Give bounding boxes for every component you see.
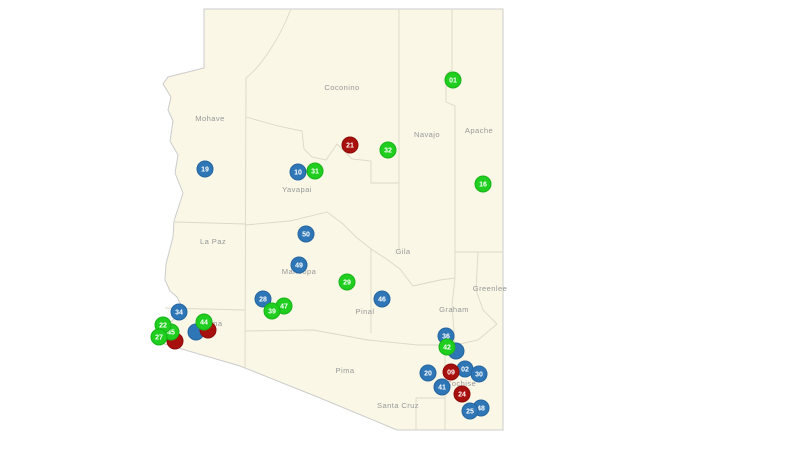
map-marker[interactable]: 50 <box>297 225 315 243</box>
marker-number: 21 <box>346 143 354 150</box>
map-marker[interactable]: 29 <box>338 273 356 291</box>
state-shape <box>156 8 504 431</box>
map-marker[interactable]: 31 <box>306 162 324 180</box>
marker-circle-blue[interactable] <box>461 402 479 420</box>
map-marker[interactable]: 41 <box>433 378 451 396</box>
marker-circle-green[interactable] <box>444 71 462 89</box>
marker-number: 42 <box>443 345 451 352</box>
marker-number: 44 <box>200 320 208 327</box>
marker-number: 02 <box>461 367 469 374</box>
county-label: Santa Cruz <box>377 401 419 410</box>
map-marker[interactable]: 39 <box>263 302 281 320</box>
marker-circle-red[interactable] <box>453 385 471 403</box>
marker-circle-green[interactable] <box>474 175 492 193</box>
map-marker[interactable]: 21 <box>341 136 359 154</box>
marker-number: 01 <box>449 78 457 85</box>
marker-number: 20 <box>424 371 432 378</box>
marker-number: 50 <box>302 232 310 239</box>
map-marker[interactable]: 01 <box>444 71 462 89</box>
map-marker[interactable]: 20 <box>419 364 437 382</box>
county-borders <box>164 8 503 430</box>
marker-circle-blue[interactable] <box>433 378 451 396</box>
map-marker[interactable]: 42 <box>438 338 456 356</box>
marker-circle-blue[interactable] <box>254 290 272 308</box>
map-marker[interactable]: 49 <box>290 256 308 274</box>
marker-circle-green[interactable] <box>150 328 168 346</box>
marker-circle-green[interactable] <box>306 162 324 180</box>
marker-circle-blue[interactable] <box>419 364 437 382</box>
county-label: Mohave <box>195 114 224 123</box>
map-marker[interactable]: 19 <box>196 160 214 178</box>
map-marker[interactable]: 32 <box>379 141 397 159</box>
map-marker[interactable]: 44 <box>195 313 213 331</box>
marker-circle-blue[interactable] <box>297 225 315 243</box>
county-label: Greenlee <box>473 284 507 293</box>
marker-number: 49 <box>295 263 303 270</box>
map-marker[interactable]: 25 <box>461 402 479 420</box>
map-marker[interactable]: 46 <box>373 290 391 308</box>
marker-number: 46 <box>378 297 386 304</box>
marker-circle-blue[interactable] <box>289 163 307 181</box>
marker-number: 25 <box>466 409 474 416</box>
county-label: Graham <box>439 305 469 314</box>
county-label: La Paz <box>200 237 226 246</box>
marker-number: 34 <box>175 310 183 317</box>
map-marker[interactable]: 24 <box>453 385 471 403</box>
marker-number: 29 <box>343 280 351 287</box>
marker-circle-blue[interactable] <box>470 365 488 383</box>
marker-number: 22 <box>159 323 167 330</box>
map-marker[interactable]: 34 <box>170 303 188 321</box>
marker-number: 48 <box>477 406 485 413</box>
marker-number: 32 <box>384 148 392 155</box>
marker-circle-green[interactable] <box>195 313 213 331</box>
marker-number: 39 <box>268 309 276 316</box>
marker-circle-green[interactable] <box>438 338 456 356</box>
map-marker[interactable]: 09 <box>442 363 460 381</box>
county-label: Gila <box>395 247 410 256</box>
county-label: Yavapai <box>282 185 312 194</box>
marker-circle-blue[interactable] <box>196 160 214 178</box>
marker-circle-blue[interactable] <box>290 256 308 274</box>
marker-circle-green[interactable] <box>263 302 281 320</box>
map-marker[interactable]: 16 <box>474 175 492 193</box>
county-label: Coconino <box>324 83 359 92</box>
marker-number: 27 <box>155 335 163 342</box>
marker-number: 41 <box>438 385 446 392</box>
marker-circle-red[interactable] <box>341 136 359 154</box>
marker-number: 16 <box>479 182 487 189</box>
map-marker[interactable]: 28 <box>254 290 272 308</box>
marker-circle-red[interactable] <box>442 363 460 381</box>
county-label: Navajo <box>414 130 440 139</box>
map-marker[interactable]: 30 <box>470 365 488 383</box>
marker-number: 28 <box>259 297 267 304</box>
map-marker[interactable]: 27 <box>150 328 168 346</box>
marker-circle-blue[interactable] <box>170 303 188 321</box>
marker-number: 19 <box>201 167 209 174</box>
marker-circle-blue[interactable] <box>373 290 391 308</box>
county-label: Pima <box>336 366 355 375</box>
marker-circle-green[interactable] <box>338 273 356 291</box>
county-label: Pinal <box>356 307 375 316</box>
marker-number: 45 <box>167 330 175 337</box>
marker-number: 09 <box>447 370 455 377</box>
marker-number: 31 <box>311 169 319 176</box>
marker-number: 10 <box>294 170 302 177</box>
county-label: Apache <box>465 126 493 135</box>
marker-circle-green[interactable] <box>379 141 397 159</box>
county-label: Cochise <box>446 379 476 388</box>
map-marker[interactable]: 10 <box>289 163 307 181</box>
marker-number: 47 <box>280 304 288 311</box>
marker-number: 30 <box>475 372 483 379</box>
marker-number: 24 <box>458 392 466 399</box>
marker-number: 36 <box>442 334 450 341</box>
